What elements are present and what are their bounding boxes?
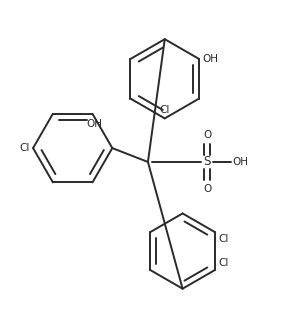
Text: Cl: Cl — [218, 234, 228, 244]
Text: Cl: Cl — [218, 258, 228, 268]
Text: Cl: Cl — [20, 143, 30, 153]
Text: O: O — [203, 130, 212, 140]
Text: OH: OH — [87, 119, 102, 129]
Text: OH: OH — [202, 54, 218, 64]
Text: O: O — [203, 184, 212, 194]
Text: OH: OH — [232, 157, 248, 167]
Text: Cl: Cl — [160, 106, 170, 116]
Text: S: S — [204, 155, 211, 168]
